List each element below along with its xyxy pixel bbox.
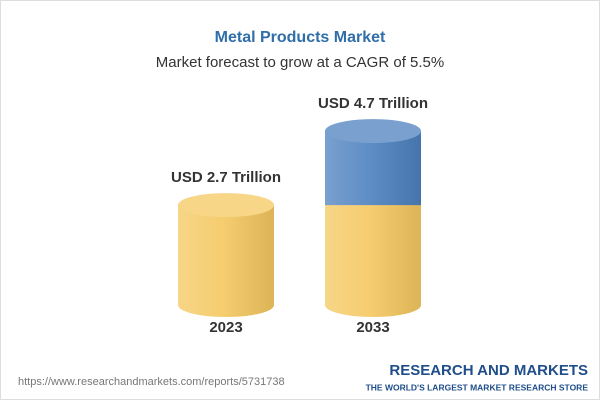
bar-base-shade — [325, 205, 421, 317]
brand: RESEARCH AND MARKETS — [389, 362, 588, 379]
x-tick-label: 2033 — [356, 319, 389, 336]
chart-subtitle: Market forecast to grow at a CAGR of 5.5… — [156, 54, 444, 71]
bar-cap — [178, 193, 274, 218]
x-tick-label: 2023 — [209, 319, 242, 336]
value-label: USD 2.7 Trillion — [171, 169, 281, 186]
value-label: USD 4.7 Trillion — [318, 95, 428, 112]
bar-cap-shine — [325, 119, 421, 144]
bar-shade — [178, 205, 274, 317]
tagline: THE WORLD'S LARGEST MARKET RESEARCH STOR… — [366, 382, 589, 392]
bar-cap — [325, 119, 421, 144]
bar-cap-shine — [178, 193, 274, 218]
source-url: https://www.researchandmarkets.com/repor… — [18, 376, 285, 388]
bar-shade — [325, 131, 421, 218]
chart-title: Metal Products Market — [215, 29, 386, 46]
